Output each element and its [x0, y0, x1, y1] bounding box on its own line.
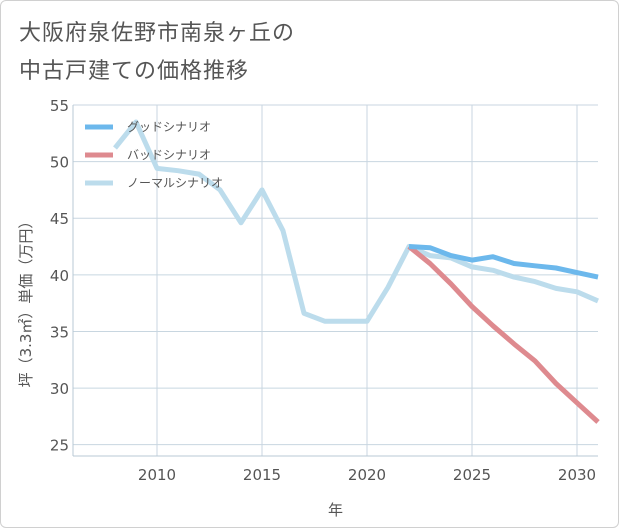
series-layer [113, 119, 600, 424]
y-tick-label-55: 55 [50, 97, 69, 115]
y-tick-label-40: 40 [50, 267, 69, 285]
x-axis-label: 年 [328, 501, 343, 519]
x-tick-label-2025: 2025 [453, 466, 491, 484]
x-tick-label-2030: 2030 [558, 466, 596, 484]
y-axis-ticks: 25 30 35 40 45 50 55 [50, 97, 69, 455]
y-tick-label-30: 30 [50, 380, 69, 398]
series-line-0 [408, 244, 599, 280]
legend-label-1: バッドシナリオ [127, 148, 211, 162]
y-tick-label-50: 50 [50, 154, 69, 172]
y-axis-label: 坪（3.3㎡）単価（万円） [17, 214, 35, 388]
legend-label-2: ノーマルシナリオ [127, 176, 223, 190]
chart-title: 大阪府泉佐野市南泉ヶ丘の 中古戸建ての価格推移 [19, 15, 579, 91]
x-tick-label-2020: 2020 [348, 466, 386, 484]
series-line-2 [113, 119, 599, 324]
x-tick-label-2015: 2015 [243, 466, 281, 484]
chart-title-line-2: 中古戸建ての価格推移 [19, 59, 250, 84]
y-tick-label-45: 45 [50, 210, 69, 228]
y-tick-label-35: 35 [50, 323, 69, 341]
legend-label-0: グッドシナリオ [127, 120, 211, 134]
y-tick-label-25: 25 [50, 437, 69, 455]
chart-title-line-1: 大阪府泉佐野市南泉ヶ丘の [19, 21, 296, 46]
x-tick-label-2010: 2010 [138, 466, 176, 484]
x-axis-ticks: 2010 2015 2020 2025 2030 [138, 466, 596, 484]
plot-border [72, 105, 598, 457]
series-line-1 [407, 244, 600, 424]
